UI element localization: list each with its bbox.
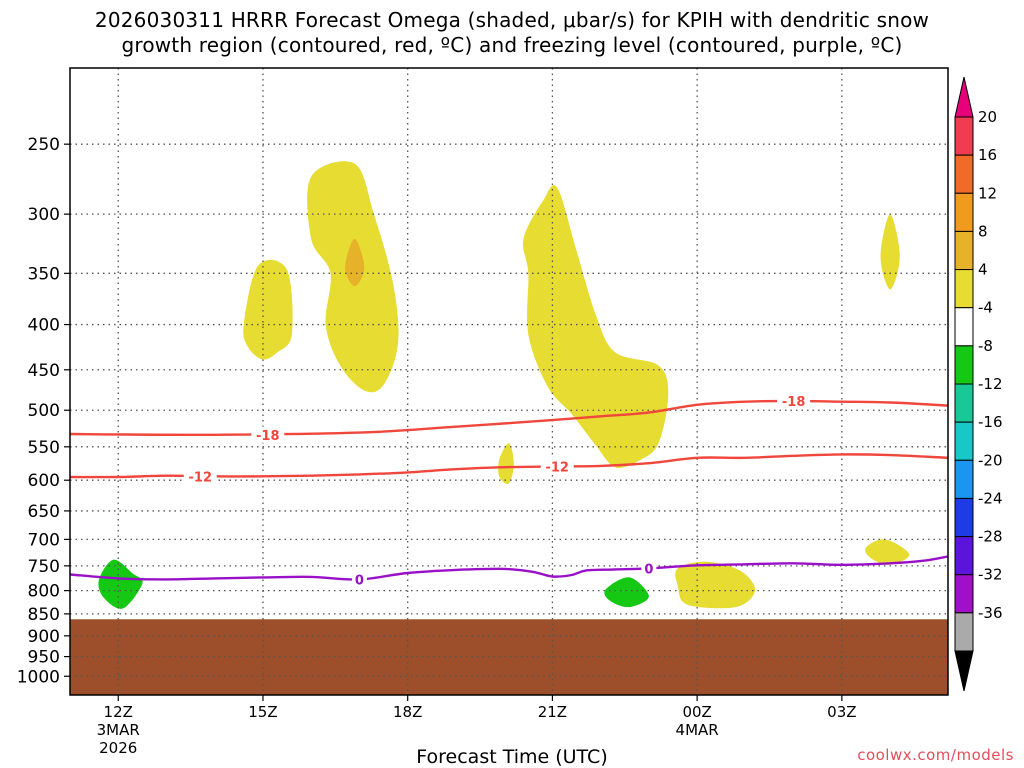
contour-label: 0 — [355, 573, 364, 588]
omega-region-6 — [880, 214, 900, 290]
colorbar-swatch — [954, 307, 974, 347]
colorbar-swatch — [954, 383, 974, 423]
contour-label: -12 — [545, 461, 569, 476]
colorbar-tick-label: -20 — [978, 451, 1003, 469]
terrain-layer — [70, 619, 948, 695]
colorbar-tick-label: 12 — [978, 184, 997, 202]
colorbar-bottom-arrow — [954, 650, 974, 692]
contour-label-bg — [777, 392, 811, 409]
colorbar-top-arrow — [954, 76, 974, 118]
colorbar-swatch — [954, 116, 974, 156]
contour-label: -18 — [256, 429, 280, 444]
y-tick-label: 900 — [28, 627, 60, 647]
contour-line-1 — [69, 399, 949, 437]
contour-label-bg — [641, 560, 657, 577]
contour-label-bg — [351, 571, 367, 588]
terrain-fill — [70, 619, 948, 695]
colorbar-tick-label: -12 — [978, 375, 1003, 393]
y-tick-label: 600 — [28, 471, 60, 491]
y-tick-label: 1000 — [17, 667, 60, 687]
colorbar-swatch — [954, 230, 974, 271]
colorbar: 20 16 12 8 4 -4 -8 -12 -16 -20 -24 -28 -32 -36 — [954, 76, 1003, 692]
colorbar-swatch — [954, 612, 974, 652]
x-tick-label: 15Z — [248, 703, 277, 721]
omega-region-8 — [675, 561, 756, 609]
colorbar-swatch — [954, 345, 974, 385]
omega-region-10 — [604, 577, 649, 608]
site-credit: coolwx.com/models — [857, 746, 1014, 764]
colorbar-swatch — [954, 269, 974, 309]
colorbar-swatch — [954, 574, 974, 614]
omega-region-5 — [498, 443, 514, 484]
contour-label-bg — [540, 458, 574, 475]
colorbar-tick-label: 20 — [978, 108, 997, 126]
y-tick-label: 650 — [28, 502, 60, 522]
contour-label: -12 — [189, 470, 213, 485]
chart-title-line1: 2026030311 HRRR Forecast Omega (shaded, … — [94, 8, 930, 32]
contour-label-bg — [183, 468, 217, 485]
colorbar-tick-label: -24 — [978, 489, 1003, 507]
contour-label-layer: -18 -18 -12 -12 0 0 — [183, 392, 811, 588]
plot-frame — [69, 67, 949, 696]
y-tick-label: 800 — [28, 582, 60, 602]
colorbar-swatch — [954, 497, 974, 538]
colorbar-tick-label: -36 — [978, 604, 1003, 622]
y-tick-label: 700 — [28, 530, 60, 550]
contour-label: 0 — [644, 562, 653, 577]
colorbar-tick-label: -28 — [978, 528, 1003, 546]
grid-layer — [70, 68, 948, 695]
colorbar-tick-label: -8 — [978, 337, 993, 355]
contour-line-3 — [69, 555, 949, 581]
x-tick-label: 00Z — [682, 703, 711, 721]
omega-shading-layer — [98, 161, 910, 609]
contour-label: -18 — [782, 395, 806, 410]
colorbar-tick-label: 4 — [978, 261, 988, 279]
y-tick-label: 350 — [28, 264, 60, 284]
x-tick-label: 03Z — [827, 703, 856, 721]
omega-region-7 — [865, 539, 910, 565]
y-tick-label: 950 — [28, 648, 60, 668]
colorbar-tick-label: 8 — [978, 222, 988, 240]
x-axis-title: Forecast Time (UTC) — [416, 746, 608, 768]
x-tick-label: 12Z — [104, 703, 133, 721]
x-tick-label: 21Z — [538, 703, 567, 721]
y-tick-label: 750 — [28, 557, 60, 577]
colorbar-swatch — [954, 536, 974, 576]
y-tick-label: 250 — [28, 135, 60, 155]
x-tick-sublabel: 4MAR — [676, 721, 719, 739]
y-tick-label: 500 — [28, 401, 60, 421]
omega-region-3 — [345, 238, 365, 287]
colorbar-swatch — [954, 421, 974, 461]
y-tick-label: 850 — [28, 605, 60, 625]
y-tick-label: 550 — [28, 438, 60, 458]
contour-label-bg — [251, 426, 285, 443]
x-tick-sublabel: 3MAR — [97, 721, 140, 739]
y-tick-label: 300 — [28, 205, 60, 225]
omega-region-1 — [243, 259, 293, 360]
colorbar-swatch — [954, 192, 974, 232]
colorbar-tick-label: -32 — [978, 566, 1003, 584]
x-tick-label: 18Z — [393, 703, 422, 721]
y-tick-label: 450 — [28, 361, 60, 381]
omega-region-9 — [98, 559, 143, 609]
y-axis: 2503003504004505005506006507007508008509… — [17, 135, 70, 687]
colorbar-swatch — [954, 154, 974, 194]
contour-layer — [69, 399, 949, 581]
omega-region-4 — [522, 185, 669, 468]
colorbar-swatch — [954, 459, 974, 499]
y-tick-label: 400 — [28, 316, 60, 336]
colorbar-tick-label: 16 — [978, 146, 997, 164]
colorbar-tick-label: -16 — [978, 413, 1003, 431]
x-tick-sublabel: 2026 — [99, 739, 137, 757]
colorbar-tick-label: -4 — [978, 299, 993, 317]
chart-title-line2: growth region (contoured, red, ºC) and f… — [121, 33, 903, 57]
